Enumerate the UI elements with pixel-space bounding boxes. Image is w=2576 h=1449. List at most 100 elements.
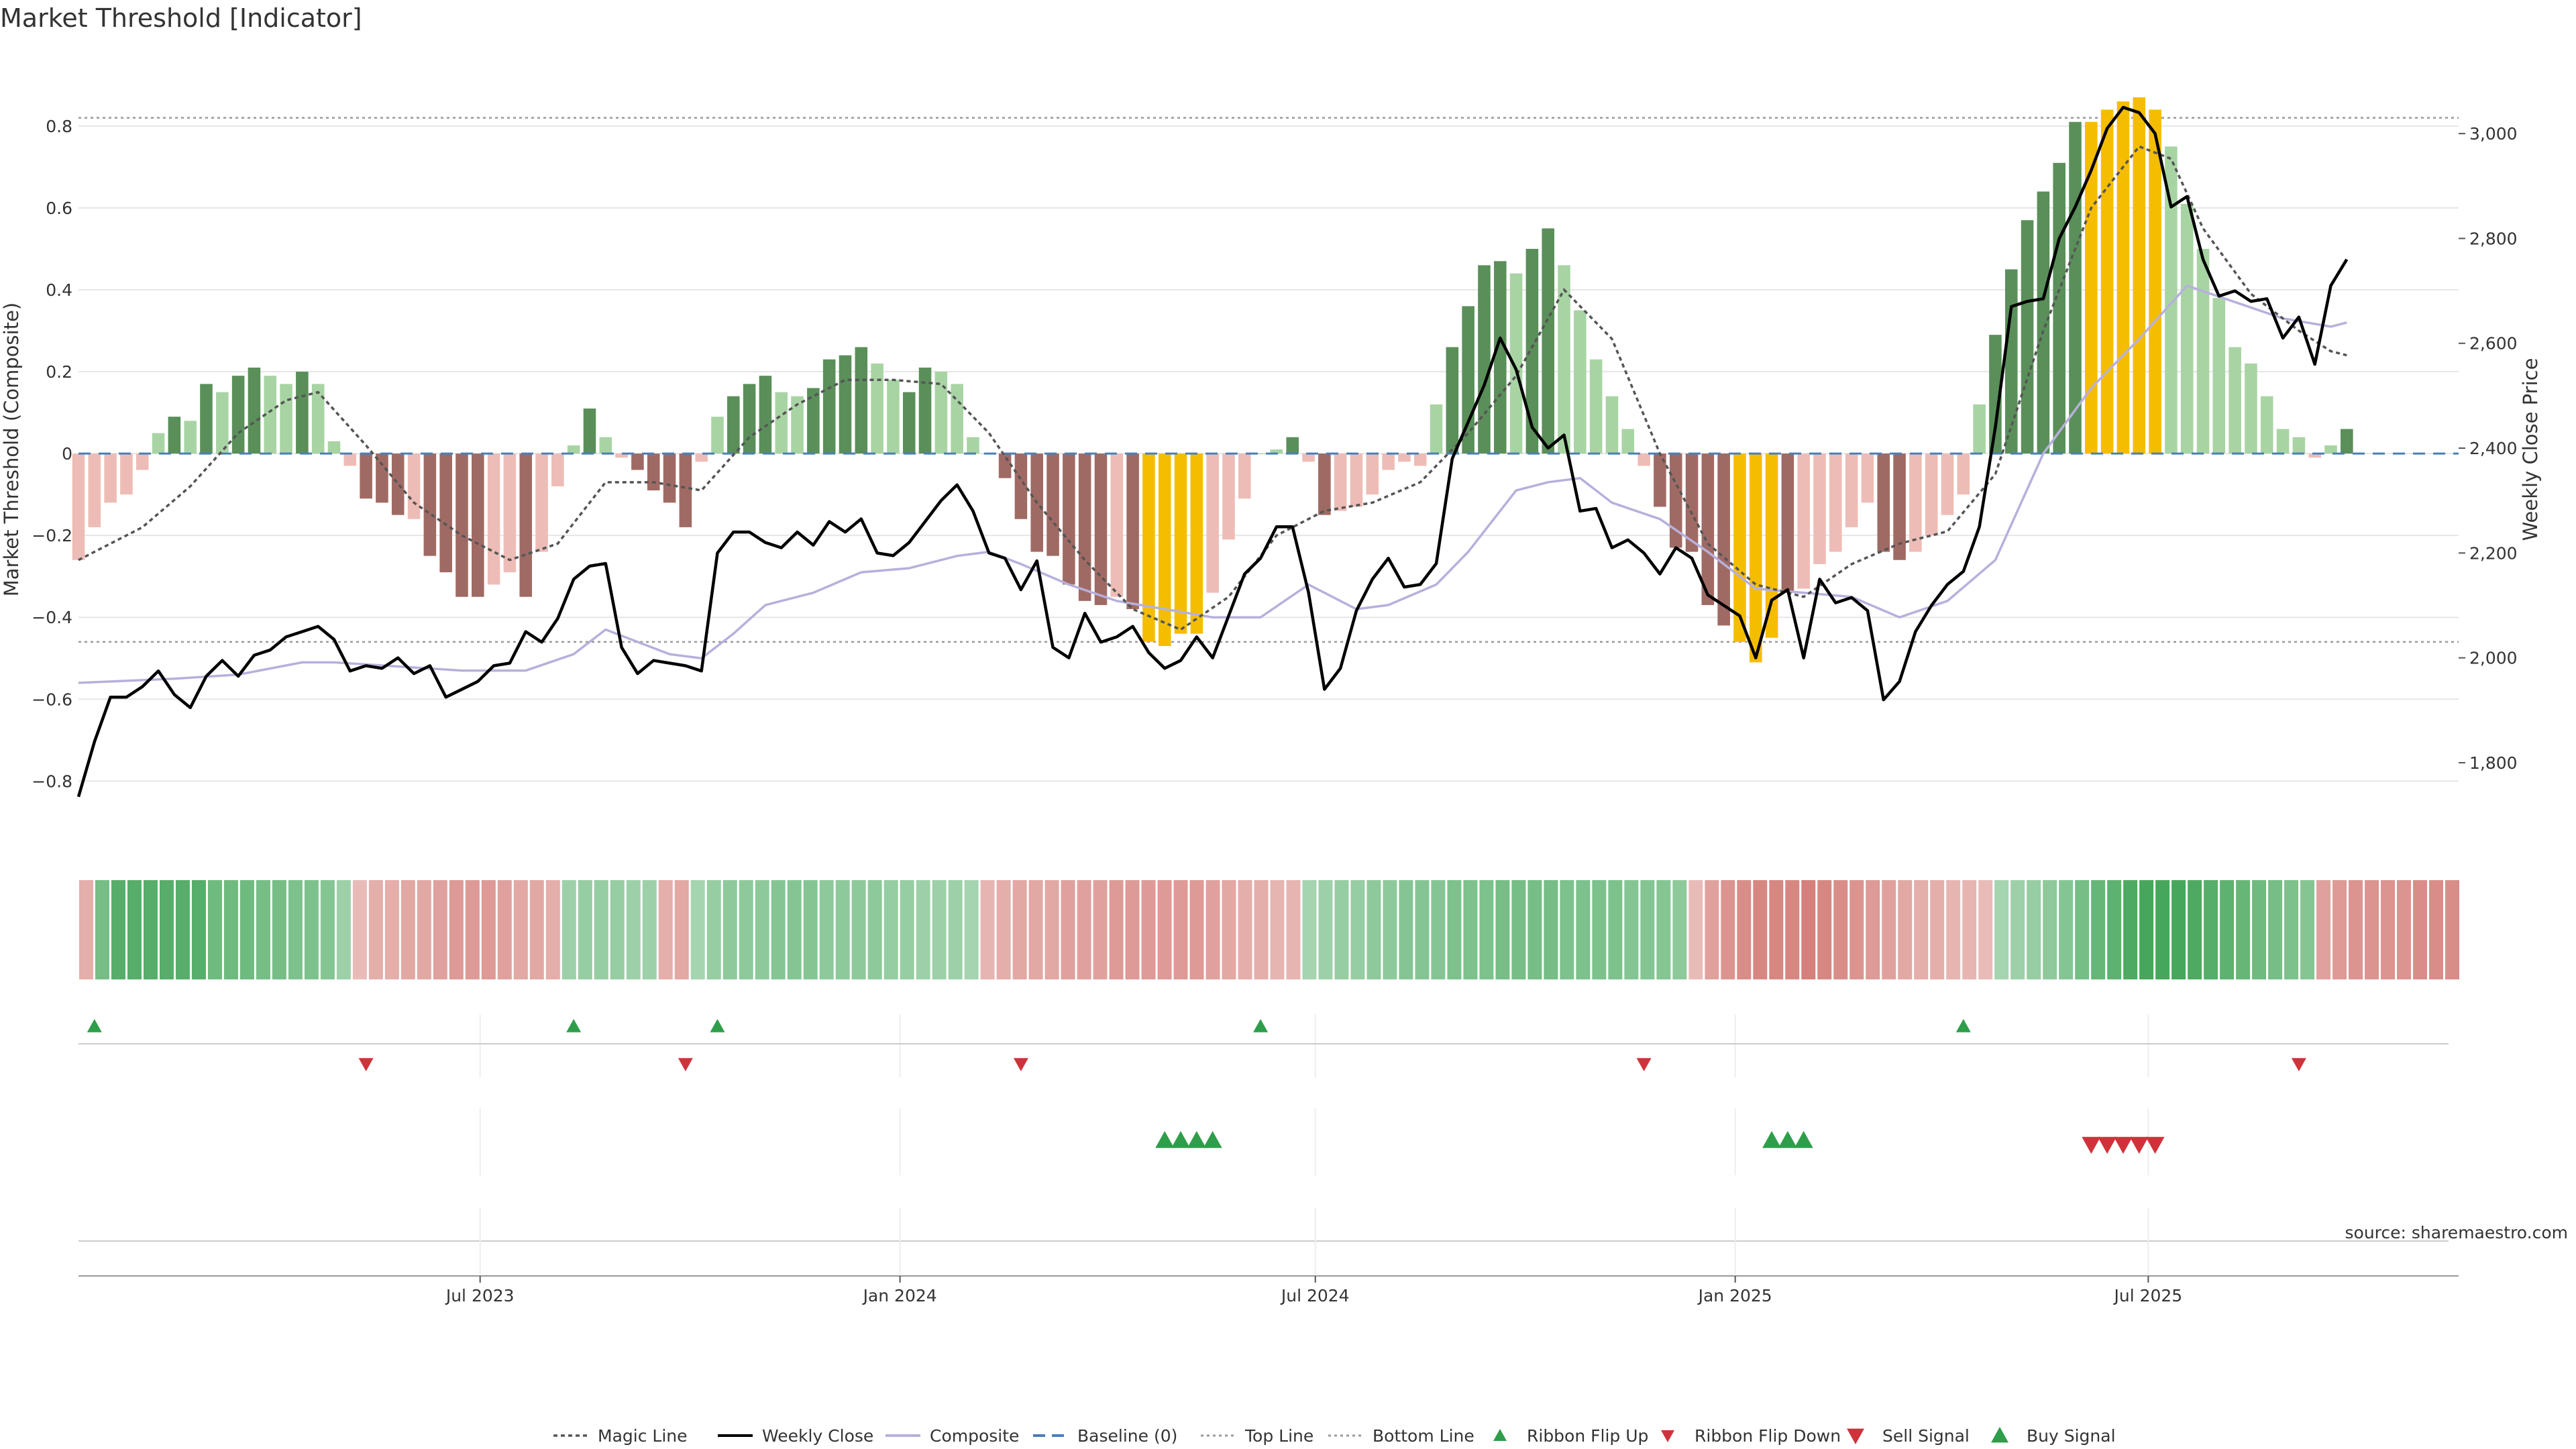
composite-bar [1605,396,1619,454]
ribbon-cell [1817,880,1832,979]
composite-bar [727,396,740,454]
ribbon-cell [1270,880,1285,979]
ribbon-cell [1978,880,1993,979]
ribbon-cell [2365,880,2379,979]
right-tick-label: 2,400 [2469,439,2518,458]
ribbon-cell [1254,880,1269,979]
ribbon-cell [2204,880,2218,979]
ribbon-cell [2107,880,2122,979]
ribbon-cell [1849,880,1864,979]
composite-bar [423,453,437,556]
ribbon-cell [1560,880,1574,979]
x-tick-label: Jan 2025 [1697,1286,1772,1305]
sell-signal-marker [2113,1136,2133,1154]
ribbon-cell [529,880,544,979]
ribbon-cell [1399,880,1413,979]
sell-signal-marker [2098,1136,2117,1154]
composite-bar [2245,363,2257,454]
composite-bar [2308,453,2321,458]
legend-item: Buy Signal [1991,1426,2116,1446]
ribbon-cell [948,880,963,979]
composite-bar [2100,109,2114,454]
composite-bar [1238,453,1251,499]
ribbon-cell [95,880,109,979]
composite-bar [567,445,580,454]
legend-swatch [1493,1429,1507,1441]
composite-bar [1877,453,1890,552]
ribbon-cell [2171,880,2186,979]
ribbon-cell [626,880,641,979]
left-tick-label: −0.6 [32,690,72,709]
composite-bar [1574,310,1587,454]
ribbon-cell [819,880,834,979]
composite-bar [1925,453,1938,536]
left-axis-label: Market Threshold (Composite) [0,303,23,596]
composite-bar [1654,453,1666,507]
x-tick-label: Jul 2023 [445,1286,515,1305]
ribbon-cell [658,880,673,979]
composite-bar [679,453,692,527]
legend-label: Bottom Line [1373,1426,1474,1446]
composite-bar [1142,453,1155,642]
composite-bar [376,453,388,503]
composite-bar [2229,347,2241,454]
ribbon-flip-down-marker [358,1058,374,1071]
ribbon-cell [417,880,431,979]
composite-bar [1126,453,1139,610]
ribbon-cell [2236,880,2251,979]
ribbon-cell [545,880,560,979]
composite-bar [967,437,979,454]
left-tick-label: −0.2 [32,526,72,545]
ribbon-cell [384,880,399,979]
left-tick-label: −0.4 [32,608,72,627]
ribbon-cell [2139,880,2154,979]
composite-bar [280,384,292,454]
ribbon-cell [1914,880,1929,979]
ribbon-cell [1544,880,1558,979]
composite-bar [1046,453,1059,556]
composite-bar [1190,453,1203,634]
composite-bar [1861,453,1874,503]
ribbon-cell [2332,880,2347,979]
right-tick-label: 2,200 [2469,543,2518,563]
ribbon-cell [1801,880,1816,979]
legend-swatch [1847,1428,1864,1444]
ribbon-cell [690,880,705,979]
composite-bar [1717,453,1730,626]
chart-title: Market Threshold [Indicator] [0,3,362,33]
composite-bar [887,380,900,454]
ribbon-cell [1302,880,1317,979]
ribbon-cell [916,880,930,979]
legend-item: Top Line [1201,1426,1313,1446]
ribbon-cell [1721,880,1735,979]
legend-label: Baseline (0) [1077,1426,1177,1446]
composite-bar [1158,453,1171,646]
right-tick-label: 3,000 [2469,124,2518,144]
composite-bar [2260,396,2273,454]
composite-bar [136,453,149,470]
legend-swatch [1661,1430,1674,1442]
composite-bar [2196,248,2210,454]
composite-bar [1063,453,1075,585]
composite-bar [1493,261,1507,454]
composite-bar [743,384,756,454]
composite-bar [663,453,676,503]
composite-bar [822,359,836,454]
buy-signal-marker [1778,1131,1797,1148]
ribbon-cell [706,880,721,979]
composite-bar [2116,101,2130,454]
ribbon-cell [1286,880,1301,979]
ribbon-cell [1656,880,1671,979]
ribbon-cell [578,880,592,979]
ribbon-cell [1044,880,1059,979]
right-tick-label: 2,800 [2469,229,2518,248]
ribbon-flip-up-marker [87,1019,102,1032]
ribbon-cell [1705,880,1719,979]
legend-item: Sell Signal [1847,1426,1970,1446]
composite-bar [2133,97,2146,454]
ribbon-flip-down-marker [2291,1058,2306,1071]
composite-bar [1413,453,1427,466]
composite-bar [248,367,261,454]
ribbon-cell [642,880,657,979]
